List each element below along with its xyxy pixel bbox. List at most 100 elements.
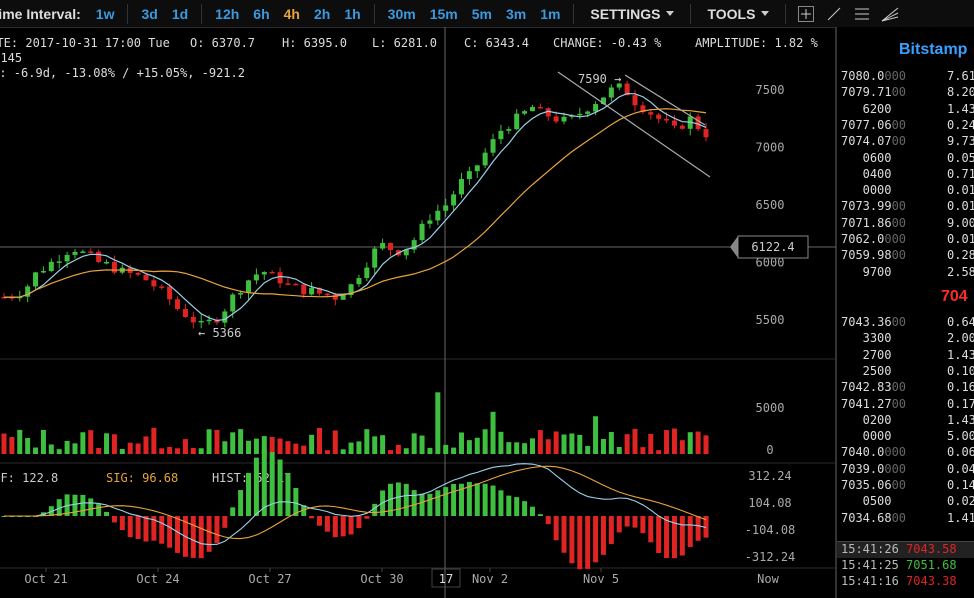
asks-row[interactable]: 7059.9800 0.28 [837,248,974,264]
volume-bar [458,432,464,454]
date-tick: Nov 5 [583,572,619,586]
volume-bar [703,435,709,454]
volume-bar [143,436,149,454]
macd-hist-bar [206,516,212,552]
macd-hist-bar [96,504,102,516]
bids-row[interactable]: 7042.8300 0.16 [837,380,974,396]
volume-bar [624,434,630,454]
interval-1d[interactable]: 1d [171,5,189,22]
bids-row[interactable]: 7040.0000 0.06 [837,445,974,461]
crosshair-icon[interactable] [795,4,817,24]
macd-hist-bar [111,516,117,523]
bids-row[interactable]: 7041.2700 0.17 [837,397,974,413]
bids-row[interactable]: 0000 5.00 [837,429,974,445]
volume-bar [403,448,409,454]
order-price: 7073.9900 [841,199,906,213]
order-price-tail: 00 [891,134,907,149]
asks-row[interactable]: 6200 1.43 [837,102,974,118]
asks-row[interactable]: 0000 0.01 [837,183,974,199]
macd-hist-bar [664,516,670,559]
order-price: 7079.7100 [841,85,906,99]
chart-area[interactable]: 7500 7000 6500 6000 5500 6122.4 7590 → ← 5366 50… [0,27,836,598]
bids-row[interactable]: 0500 0.02 [837,494,974,510]
volume-bar [671,428,677,454]
volume-bar [356,441,362,454]
volume-bar [656,450,662,454]
order-amount: 0.16 [947,380,974,395]
divider [573,3,575,24]
interval-30m[interactable]: 30m [387,5,416,22]
order-price-tail: 2700 [862,347,892,362]
volume-bar [569,433,575,454]
bids-row[interactable]: 7039.0000 0.04 [837,462,974,478]
trade-price: 7043.58 [906,542,957,556]
interval-12h[interactable]: 12h [215,5,240,22]
macd-hist-bar [506,495,512,516]
candle-body [80,251,86,254]
interval-3m[interactable]: 3m [505,5,527,22]
candle-body [474,165,480,172]
asks-row[interactable]: 0400 0.71 [837,167,974,183]
volume-bar [474,437,480,454]
asks-row[interactable]: 0600 0.05 [837,151,974,167]
macd-hist-bar [545,516,551,525]
macd-tick: -104.08 [745,523,796,537]
interval-4h[interactable]: 4h [283,5,300,22]
order-price-tail: 00 [891,380,907,395]
bids-row[interactable]: 3300 2.00 [837,331,974,347]
macd-hist-bar [577,516,583,570]
order-price-main: 7042.83 [841,380,892,395]
trade-time: 15:41:26 [841,542,907,556]
macd-hist-bar [135,516,141,539]
bids-row[interactable]: 7035.0600 0.14 [837,478,974,494]
interval-6h[interactable]: 6h [253,5,270,22]
settings-menu[interactable]: SETTINGS [580,6,684,22]
bids-row[interactable]: 2500 0.10 [837,364,974,380]
bids-row[interactable]: 7043.3600 0.64 [837,315,974,331]
order-price-tail: 2500 [862,363,892,378]
volume-bar [285,441,291,454]
interval-1w[interactable]: 1w [95,5,115,22]
bids-row[interactable]: 0200 1.43 [837,413,974,429]
volume-bar [593,416,599,454]
trend-line-icon[interactable] [823,4,845,24]
asks-row[interactable]: 7062.0000 0.01 [837,232,974,248]
interval-3d[interactable]: 3d [141,5,158,22]
interval-5m[interactable]: 5m [471,5,492,22]
tools-menu[interactable]: TOOLS [697,6,779,22]
candle-body [190,316,196,323]
volume-bar [498,431,504,454]
volume-bar [648,433,654,454]
interval-15m[interactable]: 15m [429,5,458,22]
macd-hist-bar [72,494,78,516]
volume-bar [104,433,110,454]
trade-row: 15:41:16 7043.38 [837,574,974,590]
candle-body [246,280,252,293]
asks-row[interactable]: 7071.8600 9.00 [837,216,974,232]
bids-row[interactable]: 7034.6800 1.41 [837,511,974,527]
interval-1m[interactable]: 1m [540,5,561,22]
macd-hist-bar [309,516,315,519]
fibonacci-fan-icon[interactable] [879,4,901,24]
volume-bar [246,440,252,454]
asks-row[interactable]: 7080.0000 7.61 [837,69,974,85]
order-price-tail: 6200 [862,101,892,116]
candle-body [656,114,662,119]
asks-row[interactable]: 7073.9900 0.01 [837,199,974,215]
asks-row[interactable]: 7077.0600 0.24 [837,118,974,134]
order-amount: 1.43 [947,412,974,427]
info-open: O: 6370.7 [190,36,256,50]
interval-1h[interactable]: 1h [344,5,361,22]
bids-row[interactable]: 2700 1.43 [837,348,974,364]
interval-2h[interactable]: 2h [313,5,331,22]
date-tick: Oct 21 [24,572,67,586]
order-price: 0500 [863,494,892,508]
order-amount: 0.28 [947,248,974,263]
asks-row[interactable]: 7079.7100 8.20 [837,85,974,101]
macd-hist-bar [261,449,267,516]
horizontal-lines-icon[interactable] [851,4,873,24]
asks-row[interactable]: 7074.0700 9.73 [837,134,974,150]
candle-body [529,106,535,112]
asks-row[interactable]: 9700 2.58 [837,265,974,281]
macd-hist-bar [466,481,472,516]
